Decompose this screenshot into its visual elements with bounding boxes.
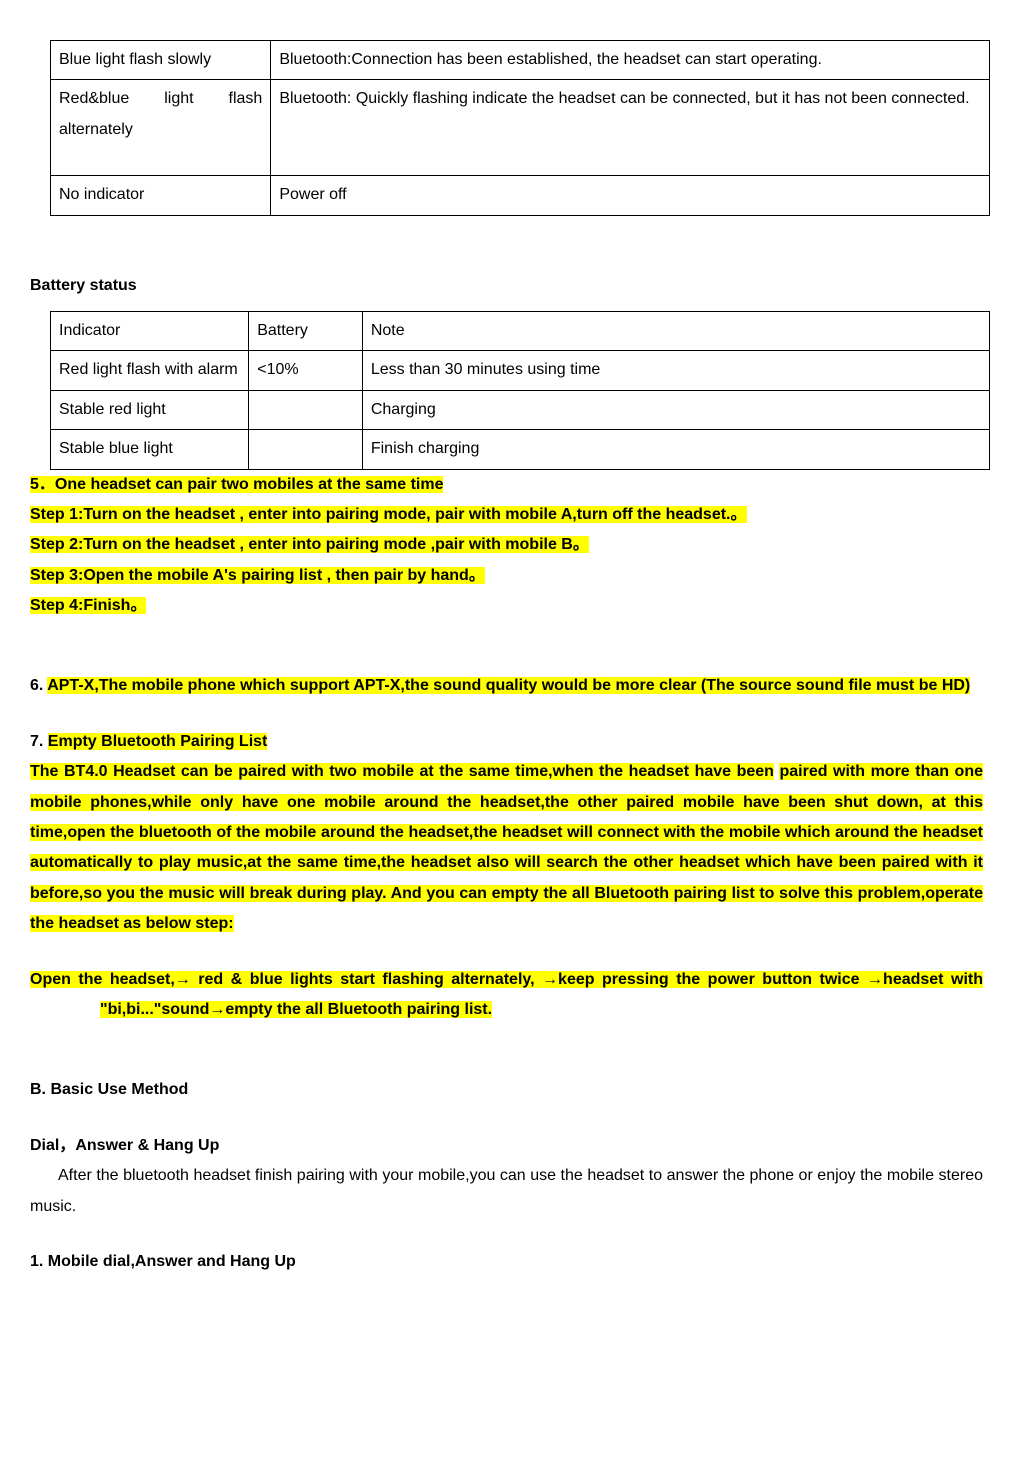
sec5-step3: Step 3:Open the mobile A's pairing list …: [30, 567, 485, 584]
sec6-prefix: 6.: [30, 677, 47, 694]
table-row: Red light flash with alarm <10% Less tha…: [51, 351, 990, 390]
sec5-step2: Step 2:Turn on the headset , enter into …: [30, 536, 589, 553]
cell-header: Note: [362, 311, 989, 350]
dial-body: After the bluetooth headset finish pairi…: [30, 1161, 983, 1222]
section-7: 7. Empty Bluetooth Pairing List The BT4.…: [30, 727, 983, 1026]
cell: [249, 430, 363, 469]
sec5-step4: Step 4:Finish。: [30, 597, 146, 614]
cell-indicator: No indicator: [51, 176, 271, 215]
sec7-title-prefix: 7.: [30, 733, 48, 750]
cell-header: Indicator: [51, 311, 249, 350]
sub-1: 1. Mobile dial,Answer and Hang Up: [30, 1247, 983, 1277]
cell: Less than 30 minutes using time: [362, 351, 989, 390]
cell: [249, 390, 363, 429]
cell-desc: Bluetooth:Connection has been establishe…: [271, 41, 990, 80]
table-row: Stable blue light Finish charging: [51, 430, 990, 469]
battery-table: Indicator Battery Note Red light flash w…: [50, 311, 990, 470]
cell: Red light flash with alarm: [51, 351, 249, 390]
table-row: Blue light flash slowly Bluetooth:Connec…: [51, 41, 990, 80]
section-5: 5．One headset can pair two mobiles at th…: [30, 470, 983, 622]
table-row: Red&blue light flash alternately Bluetoo…: [51, 80, 990, 176]
table-row: No indicator Power off: [51, 176, 990, 215]
table-row: Indicator Battery Note: [51, 311, 990, 350]
section-6: 6. APT-X,The mobile phone which support …: [30, 671, 983, 701]
section-b-title: B. Basic Use Method: [30, 1075, 983, 1105]
dial-title: Dial，Answer & Hang Up: [30, 1131, 983, 1161]
cell: Stable blue light: [51, 430, 249, 469]
battery-status-heading: Battery status: [30, 271, 983, 301]
sec5-title: 5．One headset can pair two mobiles at th…: [30, 476, 443, 493]
sec7-body: paired with more than one mobile phones,…: [30, 763, 983, 932]
cell: Finish charging: [362, 430, 989, 469]
cell-indicator: Red&blue light flash alternately: [51, 80, 271, 176]
sec6-text: APT-X,The mobile phone which support APT…: [47, 677, 970, 694]
sec5-step1: Step 1:Turn on the headset , enter into …: [30, 506, 747, 523]
cell-header: Battery: [249, 311, 363, 350]
sec7-body-lead: The BT4.0 Headset can be paired with two…: [30, 763, 774, 780]
cell-desc: Power off: [271, 176, 990, 215]
cell: Stable red light: [51, 390, 249, 429]
table-row: Stable red light Charging: [51, 390, 990, 429]
sec7-title: Empty Bluetooth Pairing List: [48, 733, 268, 750]
cell-desc: Bluetooth: Quickly flashing indicate the…: [271, 80, 990, 176]
cell: Charging: [362, 390, 989, 429]
cell-indicator: Blue light flash slowly: [51, 41, 271, 80]
sec7-open: Open the headset,→ red & blue lights sta…: [30, 971, 983, 1018]
indicator-table: Blue light flash slowly Bluetooth:Connec…: [50, 40, 990, 216]
cell: <10%: [249, 351, 363, 390]
